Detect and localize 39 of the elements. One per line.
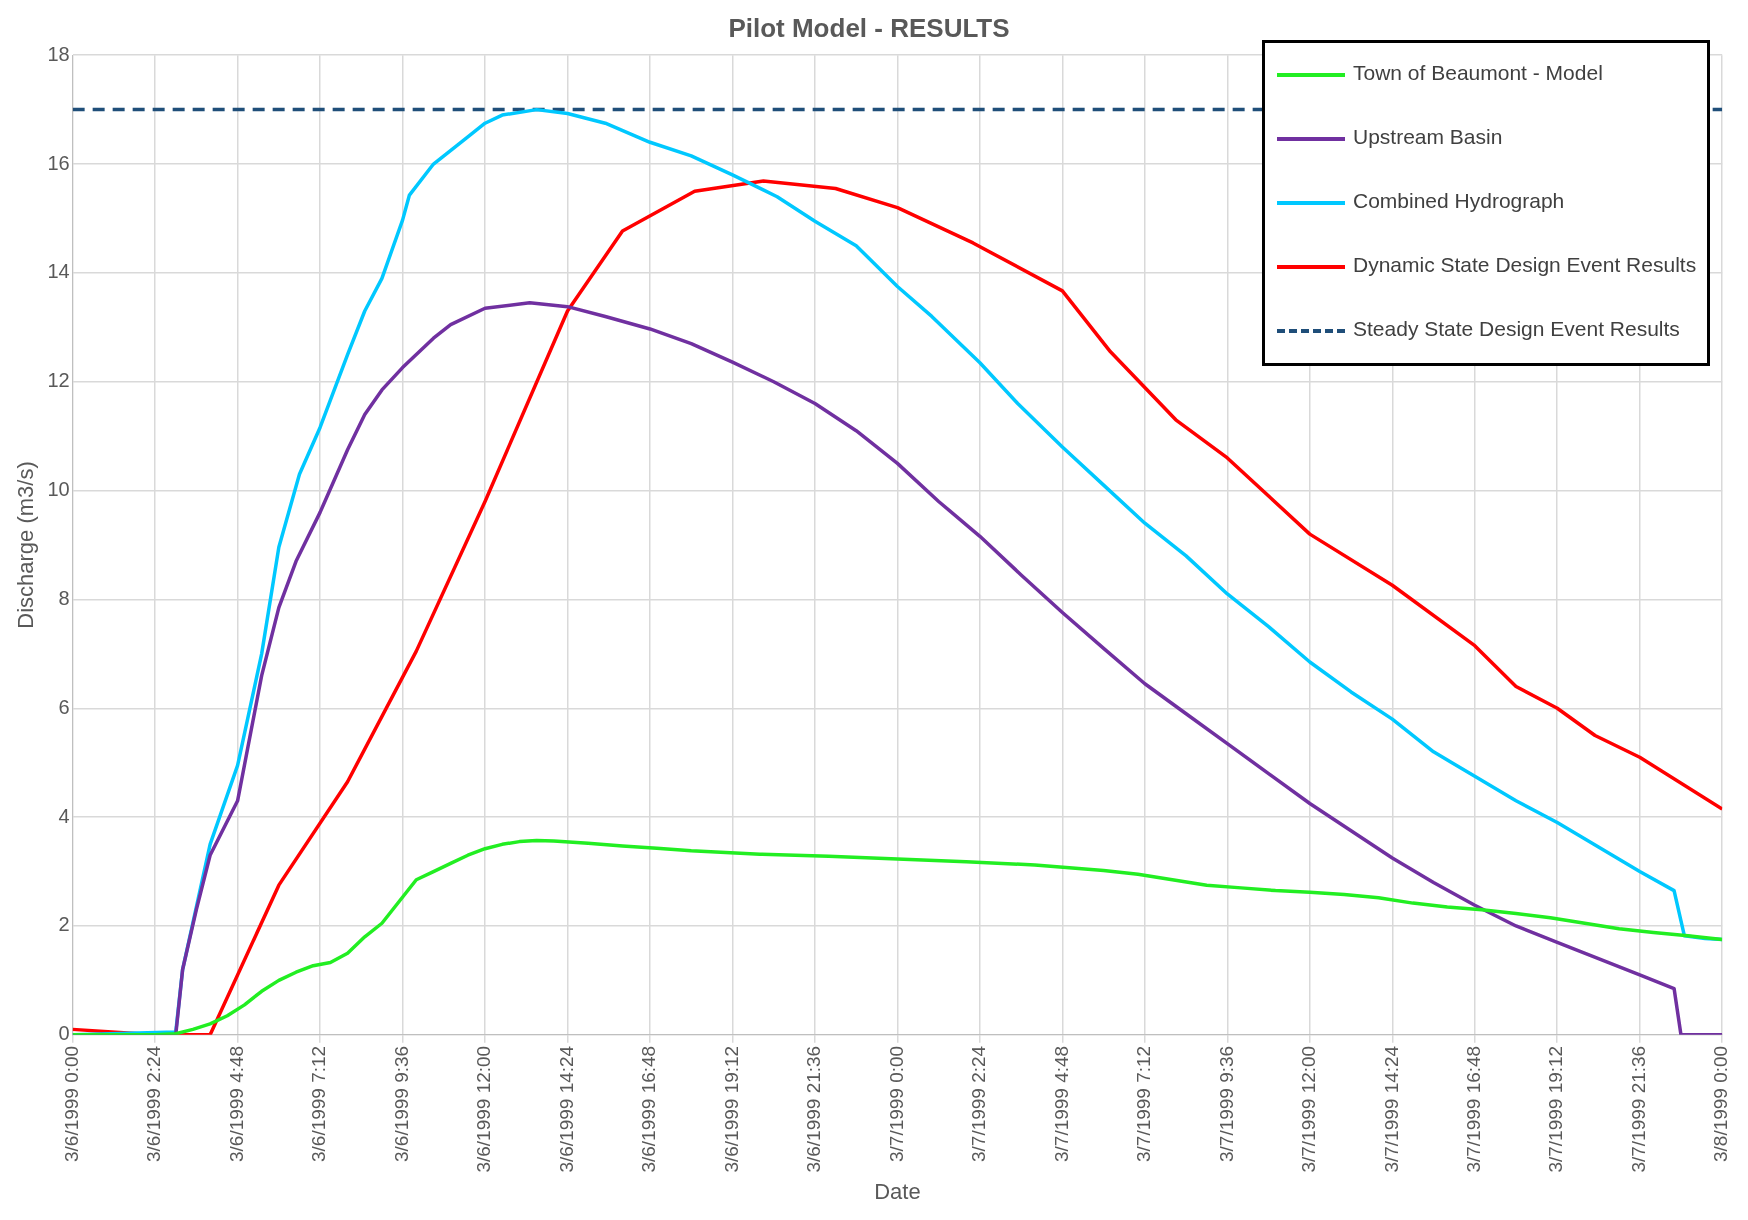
x-tick-label: 3/8/1999 0:00 <box>1710 1045 1732 1163</box>
x-tick-label: 3/6/1999 16:48 <box>638 1045 660 1173</box>
x-tick-label: 3/6/1999 4:48 <box>225 1045 247 1163</box>
y-tick-label: 10 <box>47 478 70 501</box>
y-tick-label: 18 <box>47 42 70 65</box>
x-tick-label: 3/6/1999 14:24 <box>555 1045 577 1173</box>
x-tick-label: 3/7/1999 14:24 <box>1380 1045 1402 1173</box>
legend-label: Steady State Design Event Results <box>1353 317 1680 341</box>
y-tick-label: 8 <box>58 586 70 609</box>
y-tick-label: 12 <box>47 369 70 392</box>
x-tick-label: 3/7/1999 7:12 <box>1133 1045 1155 1163</box>
y-tick-label: 0 <box>58 1022 70 1045</box>
x-tick-label: 3/7/1999 9:36 <box>1215 1045 1237 1163</box>
x-tick-label: 3/6/1999 21:36 <box>803 1045 825 1173</box>
chart-title: Pilot Model - RESULTS <box>728 12 1010 43</box>
x-tick-label: 3/7/1999 4:48 <box>1050 1045 1072 1163</box>
x-tick-label: 3/6/1999 2:24 <box>143 1045 165 1163</box>
legend-label: Upstream Basin <box>1353 125 1503 149</box>
y-tick-label: 6 <box>58 695 70 718</box>
y-tick-label: 14 <box>47 260 70 283</box>
y-tick-label: 4 <box>58 804 70 827</box>
x-axis-title: Date <box>874 1178 921 1204</box>
y-axis-title: Discharge (m3/s) <box>13 461 39 629</box>
y-tick-label: 2 <box>58 913 70 936</box>
x-tick-label: 3/6/1999 19:12 <box>720 1045 742 1173</box>
x-tick-label: 3/6/1999 12:00 <box>473 1045 495 1173</box>
x-tick-label: 3/7/1999 2:24 <box>968 1045 990 1163</box>
legend-label: Dynamic State Design Event Results <box>1353 253 1697 277</box>
x-tick-label: 3/7/1999 0:00 <box>885 1045 907 1163</box>
x-tick-label: 3/7/1999 19:12 <box>1545 1045 1567 1173</box>
x-tick-label: 3/6/1999 0:00 <box>60 1045 82 1163</box>
legend-label: Town of Beaumont - Model <box>1353 61 1603 85</box>
legend-label: Combined Hydrograph <box>1353 189 1565 213</box>
x-tick-label: 3/7/1999 21:36 <box>1627 1045 1649 1173</box>
x-tick-label: 3/7/1999 16:48 <box>1463 1045 1484 1173</box>
x-tick-label: 3/7/1999 12:00 <box>1298 1045 1320 1173</box>
x-tick-label: 3/6/1999 9:36 <box>390 1045 412 1163</box>
x-tick-label: 3/6/1999 7:12 <box>308 1045 330 1163</box>
y-tick-label: 16 <box>47 151 70 174</box>
